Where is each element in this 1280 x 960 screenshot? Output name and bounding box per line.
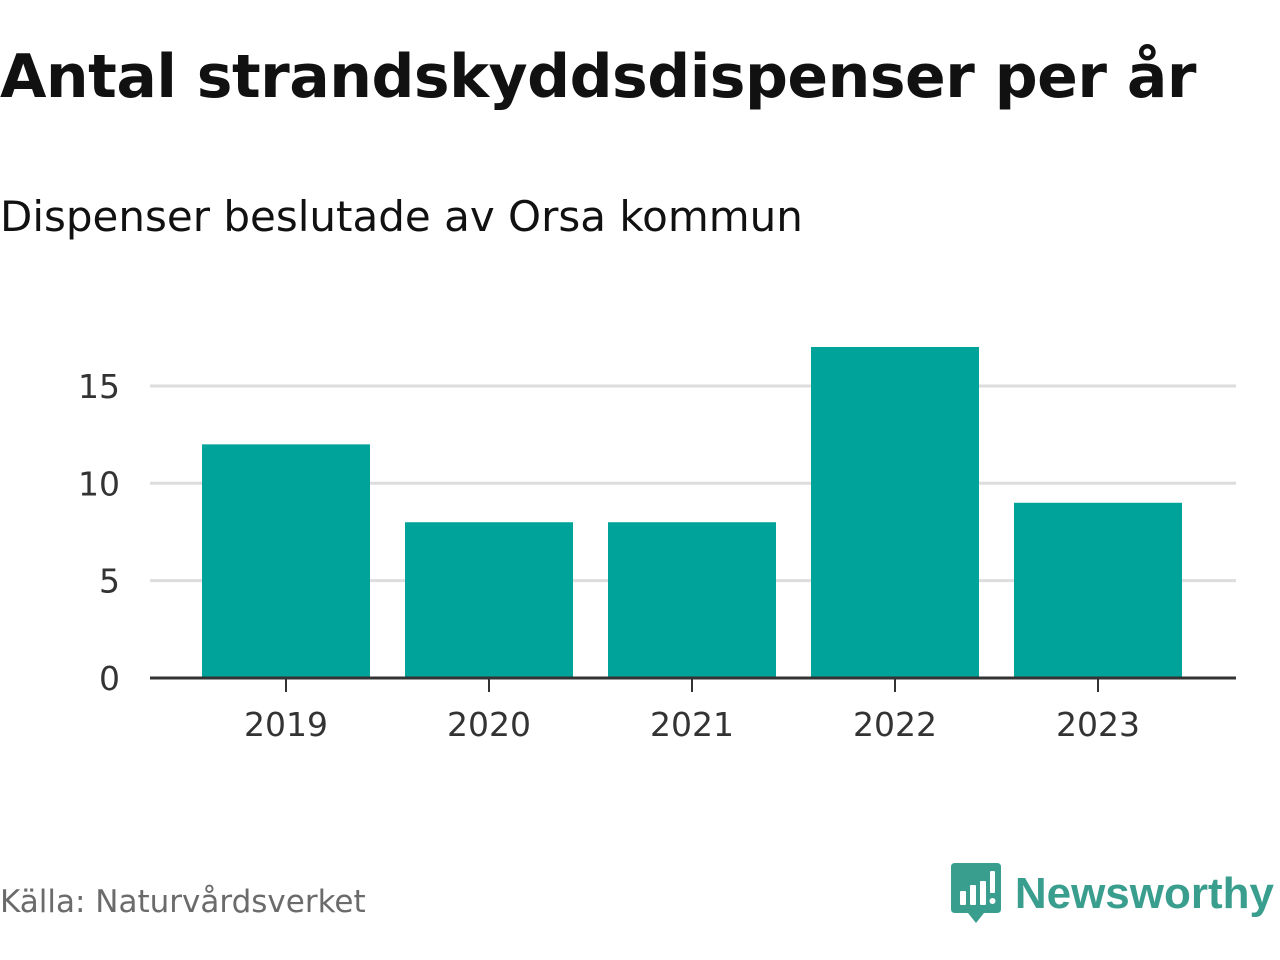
chart-subtitle: Dispenser beslutade av Orsa kommun bbox=[0, 192, 803, 241]
x-tick-label: 2022 bbox=[853, 705, 937, 744]
brand-logo: Newsworthy bbox=[950, 862, 1274, 926]
bar bbox=[405, 522, 573, 678]
x-tick-label: 2019 bbox=[244, 705, 328, 744]
chart-title: Antal strandskyddsdispenser per år bbox=[0, 42, 1196, 112]
y-tick-label: 0 bbox=[99, 659, 120, 698]
newsworthy-logo-icon bbox=[950, 863, 1001, 923]
brand-name: Newsworthy bbox=[1014, 869, 1274, 918]
y-tick-label: 5 bbox=[99, 562, 120, 601]
source-note: Källa: Naturvårdsverket bbox=[0, 884, 366, 920]
bar bbox=[1014, 502, 1182, 678]
bar bbox=[608, 522, 776, 678]
bar-chart: 0 5 10 15 2019 2020 2021 2022 2023 bbox=[78, 347, 1236, 744]
x-tick-label: 2023 bbox=[1056, 705, 1140, 744]
x-tick-label: 2021 bbox=[650, 705, 734, 744]
y-tick-label: 10 bbox=[78, 464, 120, 503]
y-tick-label: 15 bbox=[78, 367, 120, 406]
bar bbox=[811, 347, 979, 678]
x-tick-label: 2020 bbox=[447, 705, 531, 744]
bar bbox=[202, 444, 370, 678]
